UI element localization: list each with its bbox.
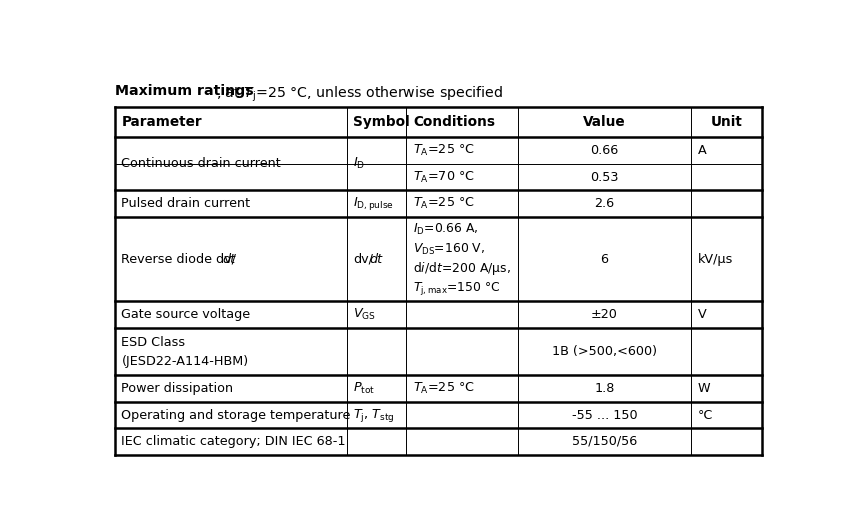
Text: dv/: dv/	[353, 253, 374, 266]
Text: $I_\mathrm{D}$: $I_\mathrm{D}$	[353, 156, 365, 171]
Text: Gate source voltage: Gate source voltage	[121, 308, 251, 321]
Text: $P_\mathrm{tot}$: $P_\mathrm{tot}$	[353, 381, 375, 396]
Text: Unit: Unit	[711, 115, 742, 129]
Text: dt: dt	[369, 253, 382, 266]
Text: 0.66: 0.66	[591, 144, 619, 157]
Text: , at $T_\mathrm{j}$=25 °C, unless otherwise specified: , at $T_\mathrm{j}$=25 °C, unless otherw…	[215, 84, 503, 104]
Text: $V_\mathrm{DS}$=160 V,: $V_\mathrm{DS}$=160 V,	[413, 242, 485, 257]
Text: $I_\mathrm{D,pulse}$: $I_\mathrm{D,pulse}$	[353, 195, 394, 212]
Text: Continuous drain current: Continuous drain current	[121, 157, 281, 170]
Text: $V_\mathrm{GS}$: $V_\mathrm{GS}$	[353, 307, 376, 322]
Text: W: W	[698, 382, 711, 395]
Text: V: V	[698, 308, 707, 321]
Text: kV/μs: kV/μs	[698, 253, 734, 266]
Text: 55/150/56: 55/150/56	[572, 435, 637, 448]
Text: Pulsed drain current: Pulsed drain current	[121, 197, 251, 210]
Text: 6: 6	[600, 253, 609, 266]
Text: Reverse diode dv/: Reverse diode dv/	[121, 253, 236, 266]
Text: 2.6: 2.6	[594, 197, 615, 210]
Text: A: A	[698, 144, 707, 157]
Text: $I_\mathrm{D}$=0.66 A,: $I_\mathrm{D}$=0.66 A,	[413, 222, 479, 237]
Text: ESD Class: ESD Class	[121, 336, 186, 349]
Text: Operating and storage temperature: Operating and storage temperature	[121, 408, 351, 421]
Text: $T_\mathrm{j}$, $T_\mathrm{stg}$: $T_\mathrm{j}$, $T_\mathrm{stg}$	[353, 406, 395, 424]
Text: Power dissipation: Power dissipation	[121, 382, 233, 395]
Text: -55 ... 150: -55 ... 150	[572, 408, 637, 421]
Text: 1.8: 1.8	[594, 382, 615, 395]
Text: $T_\mathrm{A}$=25 °C: $T_\mathrm{A}$=25 °C	[413, 381, 475, 396]
Text: 0.53: 0.53	[590, 171, 619, 184]
Text: Symbol: Symbol	[353, 115, 410, 129]
Text: IEC climatic category; DIN IEC 68-1: IEC climatic category; DIN IEC 68-1	[121, 435, 346, 448]
Text: d$i$/d$t$=200 A/μs,: d$i$/d$t$=200 A/μs,	[413, 261, 510, 277]
Text: $T_\mathrm{j,max}$=150 °C: $T_\mathrm{j,max}$=150 °C	[413, 280, 501, 297]
Text: (JESD22-A114-HBM): (JESD22-A114-HBM)	[121, 354, 249, 367]
Text: Value: Value	[583, 115, 626, 129]
Text: ±20: ±20	[591, 308, 618, 321]
Text: 1B (>500,<600): 1B (>500,<600)	[552, 345, 657, 358]
Text: Parameter: Parameter	[121, 115, 202, 129]
Text: $T_\mathrm{A}$=70 °C: $T_\mathrm{A}$=70 °C	[413, 170, 475, 185]
Text: dt: dt	[223, 253, 236, 266]
Text: $T_\mathrm{A}$=25 °C: $T_\mathrm{A}$=25 °C	[413, 196, 475, 211]
Text: $T_\mathrm{A}$=25 °C: $T_\mathrm{A}$=25 °C	[413, 143, 475, 158]
Text: Maximum ratings: Maximum ratings	[115, 84, 253, 98]
Text: Conditions: Conditions	[413, 115, 495, 129]
Text: °C: °C	[698, 408, 713, 421]
